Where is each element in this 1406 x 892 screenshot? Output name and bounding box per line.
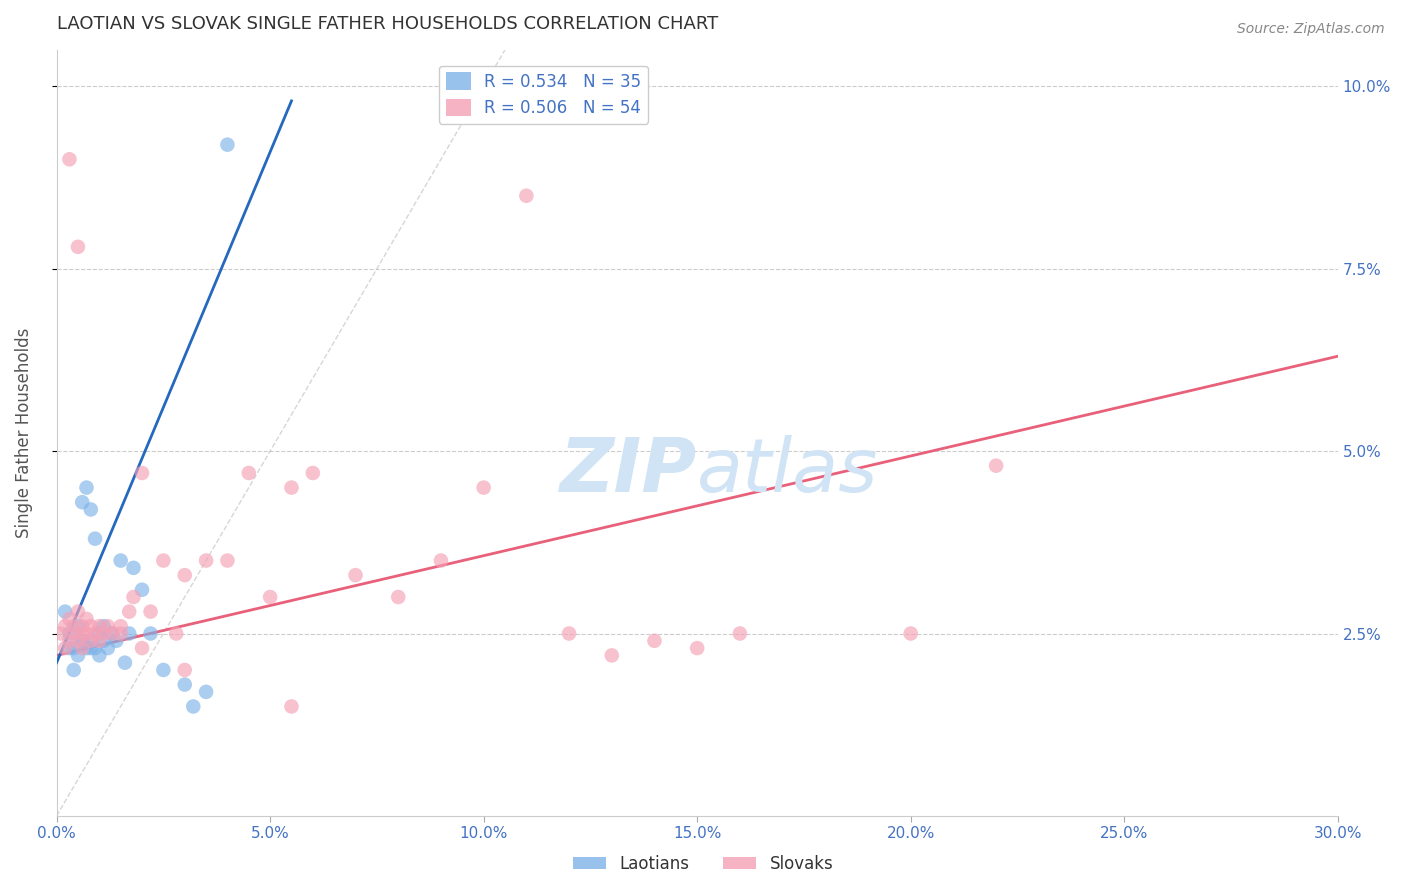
Point [280, 481, 302, 495]
Point [84, 532, 107, 546]
Point [80, 641, 103, 656]
Point [66, 605, 89, 619]
Point [728, 626, 751, 640]
Point [110, 619, 132, 633]
Point [430, 553, 453, 567]
Point [152, 663, 174, 677]
Point [344, 568, 367, 582]
Point [122, 561, 145, 575]
Point [259, 590, 281, 604]
Point [70, 641, 93, 656]
Point [195, 685, 218, 699]
Point [165, 626, 187, 640]
Point [387, 590, 409, 604]
Point [97, 641, 120, 656]
Point [58, 626, 80, 640]
Point [58, 153, 80, 167]
Point [131, 582, 153, 597]
Point [76, 481, 98, 495]
Point [93, 633, 115, 648]
Point [114, 656, 136, 670]
Point [84, 626, 107, 640]
Point [558, 626, 581, 640]
Point [53, 605, 76, 619]
Point [152, 553, 174, 567]
Point [93, 626, 115, 640]
Point [49, 626, 72, 640]
Text: LAOTIAN VS SLOVAK SINGLE FATHER HOUSEHOLDS CORRELATION CHART: LAOTIAN VS SLOVAK SINGLE FATHER HOUSEHOL… [56, 15, 718, 33]
Point [600, 648, 623, 663]
Point [66, 633, 89, 648]
Point [515, 188, 537, 202]
Text: atlas: atlas [697, 435, 879, 508]
Point [70, 495, 93, 509]
Point [76, 626, 98, 640]
Point [302, 466, 325, 480]
Point [80, 633, 103, 648]
Point [97, 619, 120, 633]
Point [181, 699, 204, 714]
Point [93, 619, 115, 633]
Point [900, 626, 922, 640]
Point [89, 626, 111, 640]
Text: Source: ZipAtlas.com: Source: ZipAtlas.com [1237, 22, 1385, 37]
Point [118, 605, 141, 619]
Point [105, 633, 128, 648]
Point [118, 626, 141, 640]
Point [58, 612, 80, 626]
Point [66, 240, 89, 254]
Point [58, 641, 80, 656]
Point [66, 648, 89, 663]
Point [62, 626, 84, 640]
Point [101, 626, 124, 640]
Y-axis label: Single Father Households: Single Father Households [15, 327, 32, 538]
Point [173, 663, 195, 677]
Point [62, 663, 84, 677]
Point [195, 553, 218, 567]
Text: ZIP: ZIP [560, 434, 697, 508]
Point [217, 137, 239, 152]
Point [122, 590, 145, 604]
Point [80, 502, 103, 516]
Point [62, 619, 84, 633]
Point [173, 677, 195, 691]
Point [70, 633, 93, 648]
Point [238, 466, 260, 480]
Point [110, 626, 132, 640]
Point [984, 458, 1007, 473]
Legend: Laotians, Slovaks: Laotians, Slovaks [567, 848, 839, 880]
Point [280, 699, 302, 714]
Point [643, 633, 665, 648]
Point [70, 619, 93, 633]
Point [101, 626, 124, 640]
Point [84, 641, 107, 656]
Point [80, 633, 103, 648]
Point [173, 568, 195, 582]
Point [53, 641, 76, 656]
Legend: R = 0.534   N = 35, R = 0.506   N = 54: R = 0.534 N = 35, R = 0.506 N = 54 [439, 66, 648, 124]
Point [62, 641, 84, 656]
Point [686, 641, 709, 656]
Point [131, 466, 153, 480]
Point [53, 619, 76, 633]
Point [80, 619, 103, 633]
Point [110, 553, 132, 567]
Point [89, 619, 111, 633]
Point [76, 612, 98, 626]
Point [66, 619, 89, 633]
Point [58, 633, 80, 648]
Point [89, 633, 111, 648]
Point [139, 626, 162, 640]
Point [76, 641, 98, 656]
Point [472, 481, 495, 495]
Point [139, 605, 162, 619]
Point [131, 641, 153, 656]
Point [70, 633, 93, 648]
Point [89, 648, 111, 663]
Point [70, 626, 93, 640]
Point [217, 553, 239, 567]
